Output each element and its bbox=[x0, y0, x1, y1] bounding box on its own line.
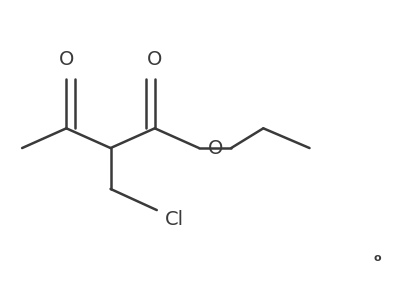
Text: o: o bbox=[373, 253, 380, 263]
Text: O: O bbox=[207, 138, 222, 158]
Text: Cl: Cl bbox=[164, 210, 184, 230]
Text: O: O bbox=[59, 50, 74, 69]
Text: O: O bbox=[147, 50, 162, 69]
